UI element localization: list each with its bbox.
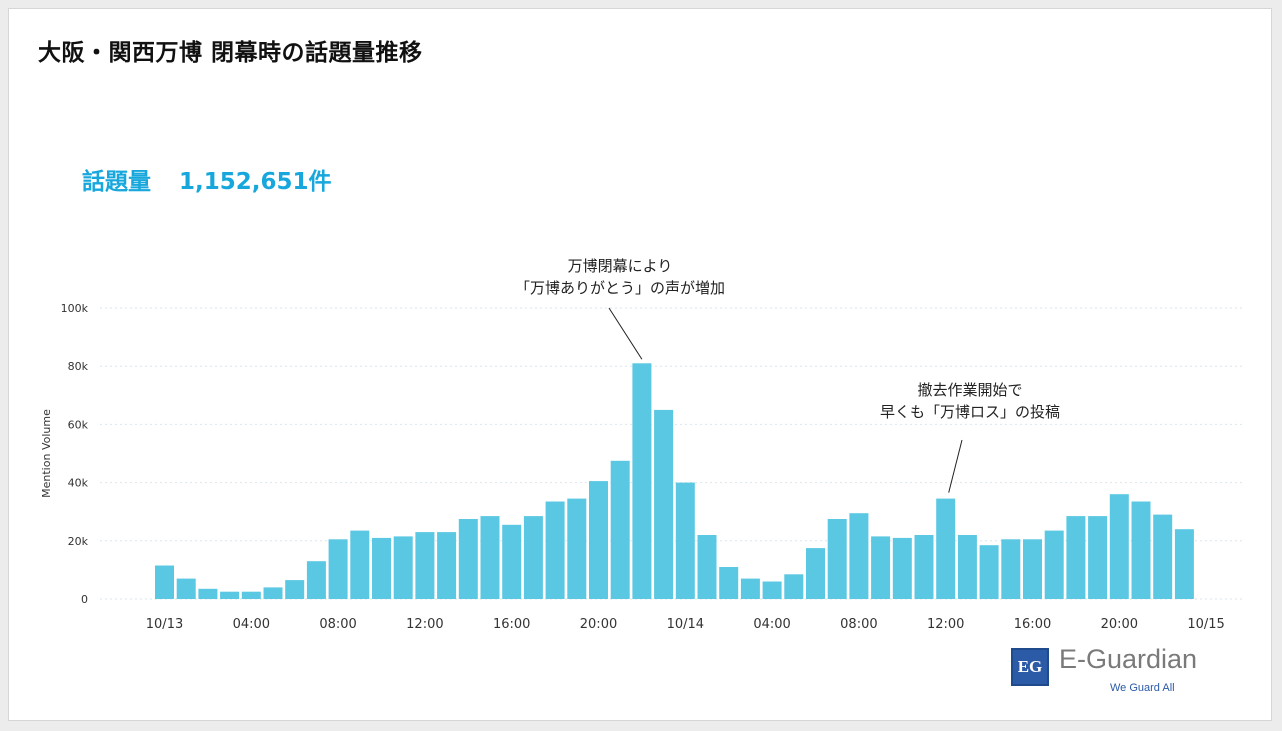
bar <box>936 498 956 599</box>
y-tick-label: 0 <box>81 593 88 606</box>
annotation-removal-leader <box>948 439 963 493</box>
x-tick-label: 04:00 <box>233 617 270 632</box>
annotation-removal: 撤去作業開始で 早くも「万博ロス」の投稿 <box>830 379 1110 423</box>
eguardian-logo-tagline: We Guard All <box>1110 682 1175 694</box>
bar <box>220 591 240 599</box>
bar <box>1088 516 1108 599</box>
bar <box>415 532 435 599</box>
bar <box>719 567 739 599</box>
bar <box>762 581 782 599</box>
bar <box>545 501 565 599</box>
annotation-closing-line-2: 「万博ありがとう」の声が増加 <box>514 279 725 297</box>
y-tick-label: 40k <box>68 477 89 490</box>
bar <box>198 588 218 599</box>
bar <box>1001 539 1021 599</box>
x-tick-label: 16:00 <box>493 617 530 632</box>
annotation-closing-leader <box>608 307 643 360</box>
bar <box>328 539 348 599</box>
bar <box>740 578 760 599</box>
bar <box>1174 529 1194 599</box>
x-tick-label: 10/14 <box>667 617 704 632</box>
eguardian-logo: EG E-Guardian We Guard All <box>1011 644 1231 702</box>
annotation-closing: 万博閉幕により 「万博ありがとう」の声が増加 <box>470 255 770 299</box>
bar <box>523 516 543 599</box>
bar <box>502 524 522 599</box>
bar <box>480 516 500 599</box>
bar <box>610 460 630 599</box>
y-tick-label: 20k <box>68 535 89 548</box>
total-value: 1,152,651件 <box>179 169 332 195</box>
eguardian-logo-name: E-Guardian <box>1059 644 1198 674</box>
total-label: 話題量 <box>82 169 151 195</box>
x-tick-label: 20:00 <box>1101 617 1138 632</box>
bar <box>806 548 825 599</box>
bar <box>285 580 305 599</box>
bar <box>458 519 478 599</box>
bar <box>1109 494 1129 599</box>
annotation-closing-line-1: 万博閉幕により <box>567 257 673 275</box>
x-tick-label: 04:00 <box>753 617 790 632</box>
bar <box>1153 514 1173 599</box>
bar <box>263 587 283 599</box>
bar <box>675 482 695 599</box>
total-mentions: 話題量 1,152,651件 <box>82 162 360 196</box>
x-tick-label: 08:00 <box>840 617 877 632</box>
bar <box>827 519 847 599</box>
bar <box>892 537 912 599</box>
bar <box>176 578 196 599</box>
bar <box>632 363 652 599</box>
bar <box>1044 530 1064 599</box>
x-tick-label: 16:00 <box>1014 617 1051 632</box>
x-tick-label: 12:00 <box>927 617 964 632</box>
annotation-removal-line-2: 早くも「万博ロス」の投稿 <box>879 403 1060 421</box>
bar <box>871 536 891 599</box>
bar <box>437 532 457 599</box>
y-tick-label: 80k <box>68 360 89 373</box>
page-title: 大阪・関西万博 閉幕時の話題量推移 <box>38 40 423 66</box>
x-tick-label: 10/15 <box>1187 617 1224 632</box>
bar <box>849 513 869 599</box>
bar <box>784 574 804 599</box>
bar <box>914 535 934 599</box>
x-tick-label: 12:00 <box>406 617 443 632</box>
bar <box>1131 501 1151 599</box>
bar <box>306 561 326 599</box>
y-axis-title: Mention Volume <box>40 409 53 498</box>
bar <box>393 536 413 599</box>
eguardian-logo-mark: EG <box>1011 648 1049 686</box>
bar <box>567 498 587 599</box>
bar <box>589 481 608 599</box>
annotation-removal-line-1: 撤去作業開始で <box>917 381 1023 399</box>
bar <box>155 565 174 599</box>
y-tick-label: 60k <box>68 418 89 431</box>
y-tick-label: 100k <box>61 302 89 315</box>
bar <box>350 530 370 599</box>
bar <box>1066 516 1086 599</box>
bar <box>241 591 261 599</box>
bar <box>654 409 674 599</box>
x-tick-label: 10/13 <box>146 617 183 632</box>
x-tick-label: 20:00 <box>580 617 617 632</box>
bar <box>697 535 717 599</box>
bar <box>372 537 391 599</box>
bar <box>957 535 977 599</box>
x-tick-label: 08:00 <box>319 617 356 632</box>
bar <box>1023 539 1042 599</box>
bar <box>979 545 999 599</box>
